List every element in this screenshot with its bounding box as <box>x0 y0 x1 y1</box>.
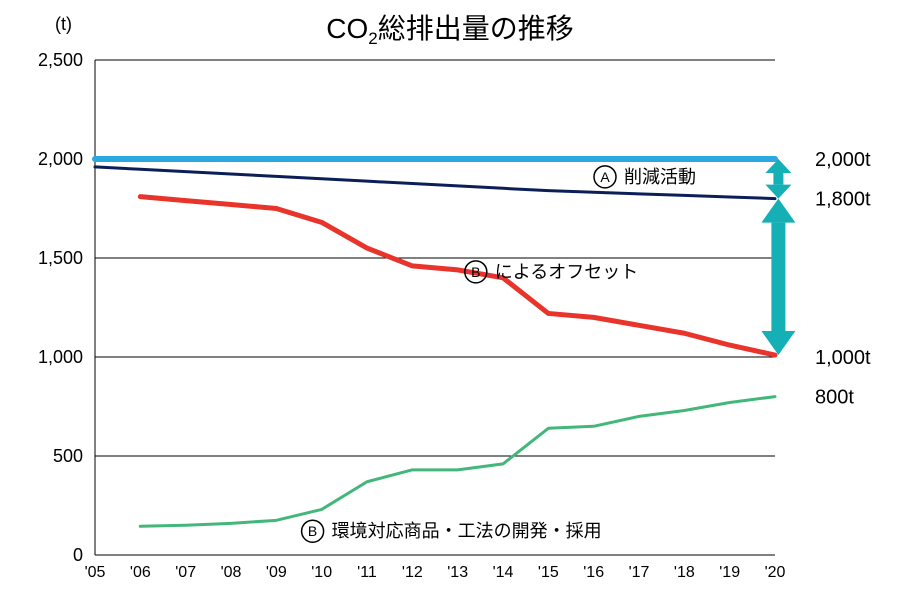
label_B_eco-letter: B <box>308 523 317 539</box>
arrow_A-shaft <box>773 173 783 185</box>
co2-chart: 0 500 1,000 1,500 2,000 2,500 (t) CO2総排出量の推移 '05… <box>0 0 900 600</box>
x-tick-label: '17 <box>629 564 650 581</box>
y-tick-label: 2,500 <box>38 50 83 70</box>
y-unit-label: (t) <box>55 14 72 34</box>
x-tick-label: '13 <box>447 564 468 581</box>
x-tick-label: '11 <box>357 564 377 581</box>
right-value-label: 1,800t <box>815 189 871 211</box>
x-tick-label: '16 <box>583 564 604 581</box>
x-tick-label: '15 <box>538 564 559 581</box>
y-tick-label: 1,000 <box>38 347 83 367</box>
y-tick-label: 2,000 <box>38 149 83 169</box>
x-tick-label: '05 <box>85 564 106 581</box>
x-tick-label: '09 <box>266 564 287 581</box>
x-tick-label: '18 <box>674 564 695 581</box>
label_B_eco-text: 環境対応商品・工法の開発・採用 <box>332 521 602 541</box>
x-tick-label: '10 <box>311 564 332 581</box>
right-value-label: 2,000t <box>815 149 871 171</box>
x-tick-label: '14 <box>493 564 514 581</box>
x-tick-label: '07 <box>175 564 196 581</box>
chart-title: CO2総排出量の推移 <box>326 13 573 48</box>
label_A-text: 削減活動 <box>624 167 696 187</box>
y-tick-label: 500 <box>53 446 83 466</box>
label_B_offset-text: によるオフセット <box>495 262 638 282</box>
x-tick-label: '12 <box>402 564 423 581</box>
series-offset_result <box>140 197 775 355</box>
x-tick-label: '19 <box>719 564 740 581</box>
series-eco_products <box>140 397 775 527</box>
right-value-label: 800t <box>815 387 854 409</box>
label_A-letter: A <box>600 169 610 185</box>
arrow_B-head-top <box>761 199 795 223</box>
x-tick-label: '06 <box>130 564 151 581</box>
arrow_B-shaft <box>771 223 785 331</box>
chart-svg: 0 500 1,000 1,500 2,000 2,500 (t) CO2総排出量の推移 '05… <box>0 0 900 600</box>
arrow_A-head-bottom <box>765 185 791 199</box>
x-tick-label: '08 <box>221 564 242 581</box>
label_B_offset-letter: B <box>471 264 480 280</box>
y-tick-label: 0 <box>73 545 83 565</box>
y-tick-label: 1,500 <box>38 248 83 268</box>
right-value-label: 1,000t <box>815 347 871 369</box>
x-tick-label: '20 <box>765 564 786 581</box>
